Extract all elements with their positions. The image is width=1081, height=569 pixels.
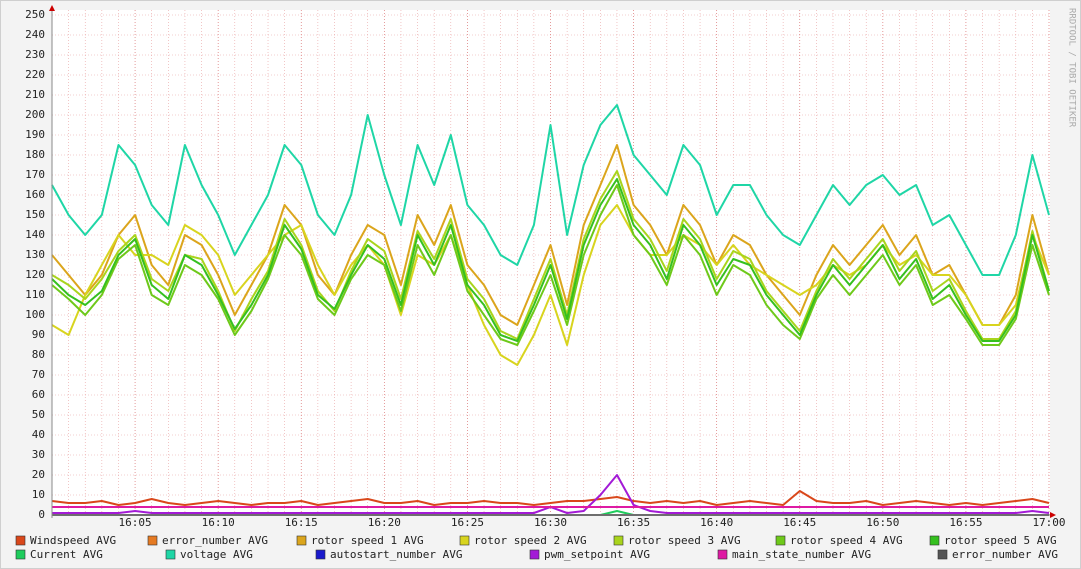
legend-swatch	[459, 535, 470, 546]
legend-label: Current AVG	[30, 548, 103, 561]
legend-label: rotor speed 1 AVG	[311, 534, 424, 547]
y-tick-label: 60	[32, 388, 45, 401]
y-arrow	[49, 5, 55, 11]
y-tick-label: 140	[25, 228, 45, 241]
series-line	[51, 144, 1050, 326]
y-tick-label: 120	[25, 268, 45, 281]
x-arrow	[1050, 512, 1056, 518]
legend-swatch	[15, 549, 26, 560]
y-tick-label: 220	[25, 68, 45, 81]
labels: 0 10 20 30 40 50 60 70 80 90 100 110 120 130 140 150 160…	[25, 8, 1065, 529]
legend-swatch	[929, 535, 940, 546]
series-line	[51, 184, 1050, 346]
y-tick-label: 50	[32, 408, 45, 421]
y-tick-label: 240	[25, 28, 45, 41]
y-tick-label: 190	[25, 128, 45, 141]
x-tick-label: 16:55	[949, 516, 982, 529]
legend-swatch	[147, 535, 158, 546]
legend-swatch	[937, 549, 948, 560]
y-tick-label: 0	[38, 508, 45, 521]
y-tick-label: 130	[25, 248, 45, 261]
y-tick-label: 210	[25, 88, 45, 101]
x-tick-label: 16:50	[866, 516, 899, 529]
legend-label: rotor speed 2 AVG	[474, 534, 587, 547]
legend-label: pwm_setpoint AVG	[544, 548, 650, 561]
y-tick-label: 170	[25, 168, 45, 181]
series-line	[51, 104, 1050, 276]
series-line	[51, 170, 1050, 340]
y-tick-label: 10	[32, 488, 45, 501]
y-tick-label: 110	[25, 288, 45, 301]
y-tick-label: 30	[32, 448, 45, 461]
legend-swatch	[613, 535, 624, 546]
y-tick-label: 20	[32, 468, 45, 481]
x-tick-label: 16:40	[700, 516, 733, 529]
y-tick-label: 100	[25, 308, 45, 321]
y-tick-label: 150	[25, 208, 45, 221]
x-tick-label: 16:05	[119, 516, 152, 529]
y-tick-label: 180	[25, 148, 45, 161]
legend-swatch	[165, 549, 176, 560]
watermark: RRDTOOL / TOBI OETIKER	[1067, 8, 1077, 128]
y-tick-label: 80	[32, 348, 45, 361]
series-line	[51, 490, 1050, 506]
y-tick-label: 70	[32, 368, 45, 381]
legend-label: voltage AVG	[180, 548, 253, 561]
y-tick-label: 230	[25, 48, 45, 61]
legend-label: error_number AVG	[162, 534, 268, 547]
y-tick-label: 40	[32, 428, 45, 441]
series-line	[51, 178, 1050, 342]
legend-label: rotor speed 3 AVG	[628, 534, 741, 547]
y-tick-label: 200	[25, 108, 45, 121]
legend-swatch	[315, 549, 326, 560]
y-tick-label: 90	[32, 328, 45, 341]
legend-swatch	[15, 535, 26, 546]
legend-label: main_state_number AVG	[732, 548, 871, 561]
legend-label: autostart_number AVG	[330, 548, 462, 561]
x-tick-label: 17:00	[1032, 516, 1065, 529]
legend-swatch	[775, 535, 786, 546]
legend: Windspeed AVG error_number AVG rotor speed…	[15, 534, 1058, 561]
y-tick-label: 250	[25, 8, 45, 21]
x-tick-label: 16:20	[368, 516, 401, 529]
legend-swatch	[296, 535, 307, 546]
grid	[51, 10, 1050, 516]
x-tick-label: 16:45	[783, 516, 816, 529]
x-tick-label: 16:35	[617, 516, 650, 529]
x-tick-label: 16:30	[534, 516, 567, 529]
legend-label: error_number AVG	[952, 548, 1058, 561]
legend-label: rotor speed 5 AVG	[944, 534, 1057, 547]
x-tick-label: 16:25	[451, 516, 484, 529]
y-tick-label: 160	[25, 188, 45, 201]
x-tick-label: 16:10	[202, 516, 235, 529]
legend-swatch	[717, 549, 728, 560]
x-tick-label: 16:15	[285, 516, 318, 529]
legend-label: Windspeed AVG	[30, 534, 116, 547]
legend-swatch	[529, 549, 540, 560]
legend-label: rotor speed 4 AVG	[790, 534, 903, 547]
